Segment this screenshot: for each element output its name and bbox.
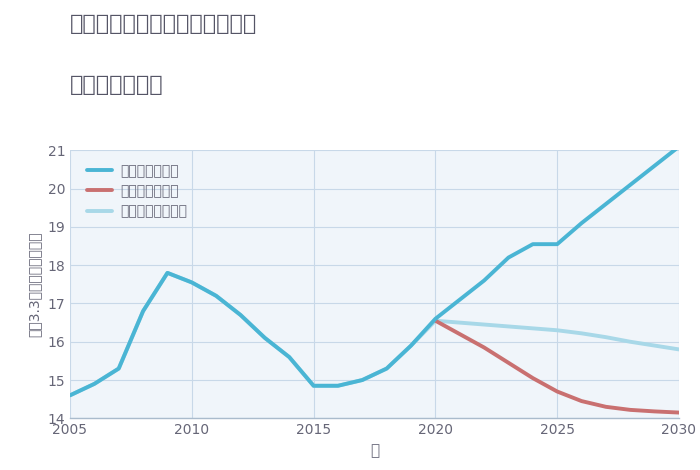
バッドシナリオ xyxy=(626,407,634,413)
Line: バッドシナリオ: バッドシナリオ xyxy=(435,321,679,413)
ノーマルシナリオ xyxy=(358,377,367,383)
ノーマルシナリオ xyxy=(578,330,586,336)
バッドシナリオ xyxy=(650,408,659,414)
ノーマルシナリオ xyxy=(650,343,659,348)
ノーマルシナリオ xyxy=(334,383,342,389)
グッドシナリオ xyxy=(212,293,220,298)
ノーマルシナリオ xyxy=(407,343,415,348)
グッドシナリオ xyxy=(553,242,561,247)
グッドシナリオ xyxy=(334,383,342,389)
バッドシナリオ xyxy=(675,410,683,415)
グッドシナリオ xyxy=(115,366,123,371)
Y-axis label: 坪（3.3㎡）単価（万円）: 坪（3.3㎡）単価（万円） xyxy=(28,232,42,337)
ノーマルシナリオ xyxy=(528,326,537,331)
Text: 土地の価格推移: 土地の価格推移 xyxy=(70,75,164,95)
バッドシナリオ xyxy=(602,404,610,410)
ノーマルシナリオ xyxy=(285,354,293,360)
ノーマルシナリオ xyxy=(382,366,391,371)
グッドシナリオ xyxy=(66,392,74,398)
ノーマルシナリオ xyxy=(66,392,74,398)
ノーマルシナリオ xyxy=(504,324,512,329)
ノーマルシナリオ xyxy=(553,328,561,333)
グッドシナリオ xyxy=(260,335,269,341)
グッドシナリオ xyxy=(382,366,391,371)
ノーマルシナリオ xyxy=(188,280,196,285)
ノーマルシナリオ xyxy=(602,334,610,340)
グッドシナリオ xyxy=(188,280,196,285)
バッドシナリオ xyxy=(578,398,586,404)
グッドシナリオ xyxy=(90,381,99,387)
ノーマルシナリオ xyxy=(90,381,99,387)
バッドシナリオ xyxy=(528,376,537,381)
X-axis label: 年: 年 xyxy=(370,443,379,458)
Legend: グッドシナリオ, バッドシナリオ, ノーマルシナリオ: グッドシナリオ, バッドシナリオ, ノーマルシナリオ xyxy=(83,160,192,223)
ノーマルシナリオ xyxy=(456,320,464,325)
ノーマルシナリオ xyxy=(309,383,318,389)
グッドシナリオ xyxy=(675,144,683,149)
ノーマルシナリオ xyxy=(115,366,123,371)
グッドシナリオ xyxy=(358,377,367,383)
グッドシナリオ xyxy=(163,270,172,276)
バッドシナリオ xyxy=(431,318,440,323)
グッドシナリオ xyxy=(237,312,245,318)
グッドシナリオ xyxy=(480,278,489,283)
グッドシナリオ xyxy=(285,354,293,360)
ノーマルシナリオ xyxy=(237,312,245,318)
グッドシナリオ xyxy=(602,201,610,207)
Line: グッドシナリオ: グッドシナリオ xyxy=(70,147,679,395)
ノーマルシナリオ xyxy=(626,339,634,345)
Line: ノーマルシナリオ: ノーマルシナリオ xyxy=(70,273,679,395)
ノーマルシナリオ xyxy=(260,335,269,341)
ノーマルシナリオ xyxy=(675,346,683,352)
グッドシナリオ xyxy=(578,220,586,226)
グッドシナリオ xyxy=(650,163,659,169)
グッドシナリオ xyxy=(456,297,464,303)
グッドシナリオ xyxy=(431,316,440,321)
グッドシナリオ xyxy=(528,242,537,247)
ノーマルシナリオ xyxy=(163,270,172,276)
グッドシナリオ xyxy=(407,343,415,348)
バッドシナリオ xyxy=(456,331,464,337)
バッドシナリオ xyxy=(480,345,489,350)
グッドシナリオ xyxy=(309,383,318,389)
バッドシナリオ xyxy=(504,360,512,366)
ノーマルシナリオ xyxy=(431,318,440,323)
ノーマルシナリオ xyxy=(139,308,147,314)
ノーマルシナリオ xyxy=(212,293,220,298)
グッドシナリオ xyxy=(504,255,512,260)
Text: 三重県四日市市下さざらい町の: 三重県四日市市下さざらい町の xyxy=(70,14,258,34)
バッドシナリオ xyxy=(553,389,561,394)
ノーマルシナリオ xyxy=(480,322,489,328)
グッドシナリオ xyxy=(626,182,634,188)
グッドシナリオ xyxy=(139,308,147,314)
